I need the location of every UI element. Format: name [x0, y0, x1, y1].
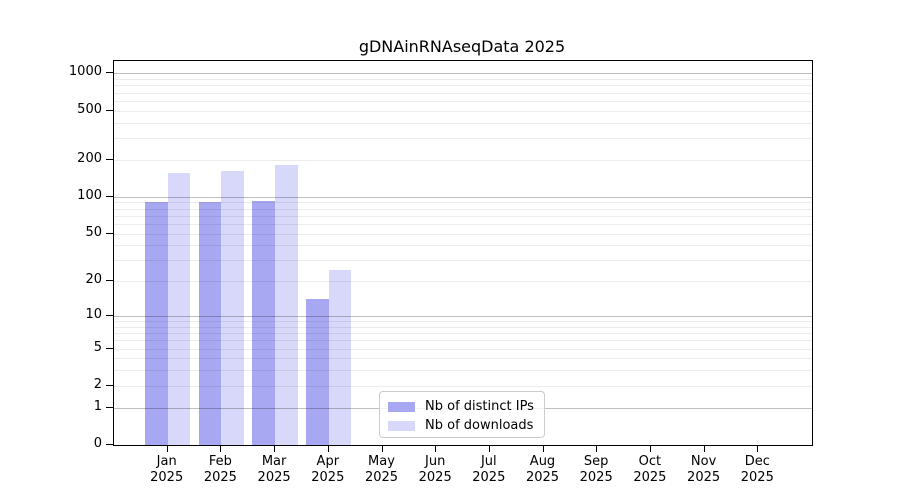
gridline-y-800: [114, 85, 812, 87]
legend-item-distinct-ips: Nb of distinct IPs: [388, 397, 536, 416]
y-tick-label-1: 1: [93, 398, 102, 414]
y-tick-label-20: 20: [85, 272, 102, 288]
y-tick-label-5: 5: [93, 339, 102, 355]
bar-downloads-feb: [221, 171, 245, 445]
x-tick-mar: [274, 445, 276, 452]
gridline-y-30: [114, 260, 812, 262]
y-tick-500: [106, 109, 113, 111]
gridline-y-80: [114, 208, 812, 210]
x-tick-nov: [703, 445, 705, 452]
x-tick-jun: [435, 445, 437, 452]
x-tick-label-oct: Oct 2025: [633, 454, 667, 485]
x-tick-oct: [649, 445, 651, 452]
bar-ips-jan: [145, 202, 168, 445]
gridline-y-4: [114, 358, 812, 360]
gridline-y-100: [114, 196, 812, 198]
x-tick-label-mar: Mar 2025: [257, 454, 291, 485]
y-tick-label-50: 50: [85, 224, 102, 240]
legend-swatch-distinct-ips: [388, 401, 415, 412]
gridline-y-20: [114, 281, 812, 283]
x-tick-label-may: May 2025: [364, 454, 399, 485]
gridline-y-7: [114, 333, 812, 335]
bar-ips-apr: [306, 299, 329, 445]
y-tick-10: [106, 315, 113, 316]
gridline-y-9: [114, 321, 812, 323]
gridline-y-70: [114, 215, 812, 217]
gridline-y-50: [114, 233, 812, 235]
legend-item-downloads: Nb of downloads: [388, 416, 536, 435]
y-tick-2: [106, 384, 113, 386]
gridline-y-1000: [114, 73, 812, 75]
x-tick-label-feb: Feb 2025: [203, 454, 237, 485]
y-tick-1000: [106, 72, 113, 74]
x-tick-label-aug: Aug 2025: [525, 454, 560, 485]
gridline-y-5: [114, 348, 812, 350]
x-tick-jul: [488, 445, 490, 452]
gridline-y-40: [114, 245, 812, 247]
plot-area: Nb of distinct IPs Nb of downloads: [113, 60, 813, 446]
x-tick-label-jun: Jun 2025: [418, 454, 452, 485]
x-tick-label-dec: Dec 2025: [740, 454, 774, 485]
gridline-y-300: [114, 138, 812, 139]
bar-downloads-apr: [328, 269, 352, 445]
y-tick-200: [106, 158, 113, 160]
gridline-y-500: [114, 110, 812, 112]
x-tick-sep: [596, 445, 598, 452]
y-tick-5: [106, 347, 113, 349]
bar-downloads-jan: [167, 173, 191, 445]
y-tick-label-1000: 1000: [68, 64, 102, 80]
x-tick-dec: [757, 445, 759, 452]
y-tick-1: [106, 406, 113, 408]
bar-ips-feb: [198, 202, 222, 445]
gridline-y-700: [114, 92, 812, 94]
y-tick-label-0: 0: [93, 436, 102, 451]
legend-swatch-downloads: [388, 420, 415, 431]
y-tick-20: [106, 280, 113, 282]
gridline-y-8: [114, 326, 812, 328]
x-tick-apr: [327, 445, 329, 452]
bar-ips-mar: [252, 200, 276, 445]
y-tick-label-500: 500: [77, 101, 102, 117]
x-tick-feb: [220, 445, 222, 452]
legend-label-downloads: Nb of downloads: [425, 418, 534, 433]
x-tick-aug: [542, 445, 544, 452]
gridline-y-400: [114, 122, 812, 124]
x-tick-label-nov: Nov 2025: [687, 454, 721, 485]
chart-title: gDNAinRNAseqData 2025: [358, 37, 566, 56]
gridline-y-10: [114, 316, 812, 317]
gridline-y-2: [114, 385, 812, 387]
x-tick-label-apr: Apr 2025: [311, 454, 345, 485]
y-tick-100: [106, 195, 113, 197]
x-tick-jan: [166, 445, 168, 452]
gridline-y-900: [114, 79, 812, 81]
y-tick-label-10: 10: [85, 307, 102, 322]
y-tick-label-2: 2: [93, 376, 102, 392]
gridline-y-3: [114, 370, 812, 372]
gridline-y-90: [114, 202, 812, 204]
legend-label-distinct-ips: Nb of distinct IPs: [425, 399, 534, 414]
y-tick-label-100: 100: [77, 187, 102, 203]
x-tick-label-jan: Jan 2025: [150, 454, 184, 485]
gridline-y-200: [114, 159, 812, 161]
legend: Nb of distinct IPs Nb of downloads: [379, 391, 545, 438]
y-tick-0: [106, 444, 113, 445]
gridline-y-6: [114, 340, 812, 342]
x-tick-label-sep: Sep 2025: [579, 454, 613, 485]
x-tick-may: [381, 445, 383, 452]
bar-downloads-mar: [275, 164, 298, 445]
gridline-y-60: [114, 223, 812, 225]
gridline-y-600: [114, 100, 812, 102]
x-tick-label-jul: Jul 2025: [472, 454, 506, 485]
y-tick-50: [106, 232, 113, 234]
y-tick-label-200: 200: [77, 150, 102, 166]
